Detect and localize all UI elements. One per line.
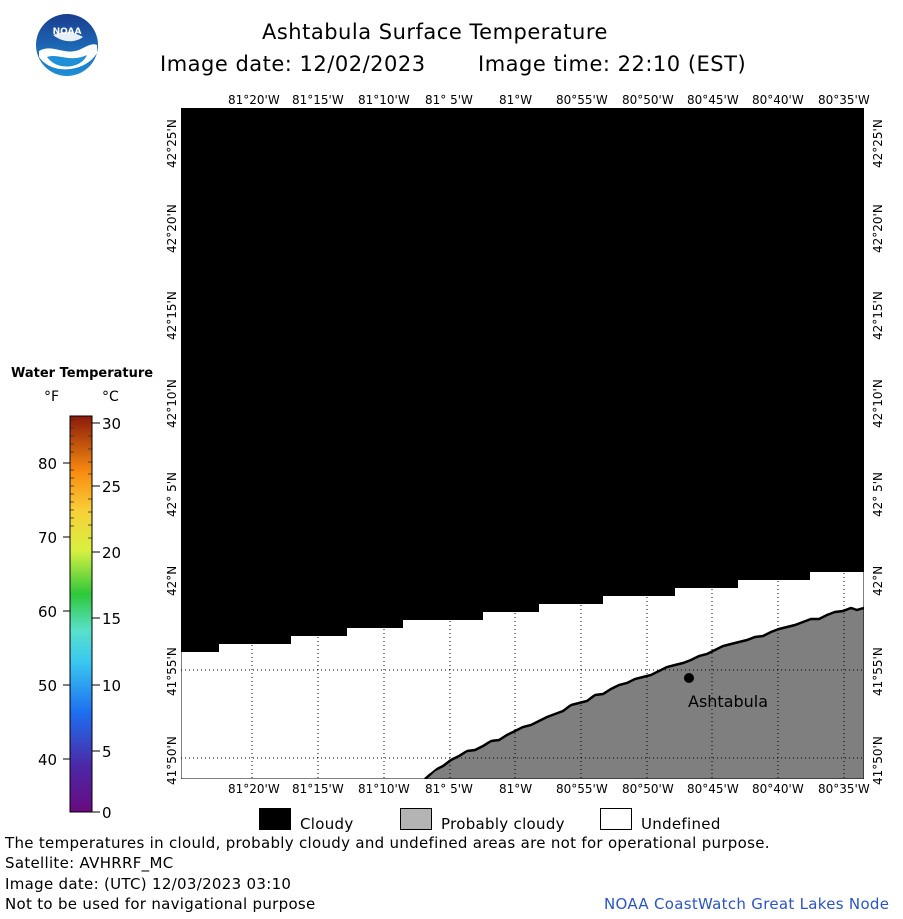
cloudy-area [181, 108, 864, 652]
c-tick: 30 [102, 415, 122, 433]
legend-label-cloudy: Cloudy [300, 815, 354, 833]
lon-tick: 80°50'W [622, 782, 674, 796]
footer-credit: NOAA CoastWatch Great Lakes Node [604, 895, 890, 913]
lat-tick: 42°10'N [165, 379, 179, 428]
lon-tick: 81°W [499, 93, 533, 107]
unit-celsius: °C [102, 389, 119, 405]
lon-tick: 81°20'W [228, 93, 280, 107]
lat-tick: 42°10'N [871, 379, 885, 428]
lat-tick: 41°50'N [871, 736, 885, 785]
legend-swatch-cloudy [259, 808, 291, 830]
image-time: Image time: 22:10 (EST) [478, 52, 747, 76]
legend-label-undefined: Undefined [641, 815, 721, 833]
lon-tick: 81°20'W [228, 782, 280, 796]
lat-tick: 41°50'N [165, 736, 179, 785]
lon-tick: 81°W [499, 782, 533, 796]
lat-tick: 42°15'N [165, 291, 179, 340]
lon-tick: 81°15'W [292, 782, 344, 796]
lat-tick: 42°25'N [871, 119, 885, 168]
lon-tick: 80°40'W [752, 782, 804, 796]
lon-tick: 80°40'W [752, 93, 804, 107]
noaa-logo: NOAA [36, 14, 98, 76]
noaa-logo-text: NOAA [53, 27, 82, 37]
map-title: Ashtabula Surface Temperature [262, 20, 608, 44]
land-area [425, 608, 864, 779]
graticule [181, 565, 864, 779]
footer-disclaimer: The temperatures in clould, probably clo… [5, 834, 770, 852]
lon-tick: 80°50'W [622, 93, 674, 107]
legend-swatch-probably-cloudy [400, 808, 432, 830]
lon-tick: 80°35'W [818, 782, 870, 796]
f-tick: 40 [38, 751, 58, 769]
c-tick: 5 [102, 743, 112, 761]
lat-tick: 42°15'N [871, 291, 885, 340]
ashtabula-label: Ashtabula [688, 692, 769, 711]
lat-tick: 41°55'N [871, 647, 885, 696]
lon-tick: 81°10'W [358, 782, 410, 796]
footer-satellite: Satellite: AVHRRF_MC [5, 854, 174, 872]
colorbar [63, 415, 100, 813]
lat-tick: 42°25'N [165, 119, 179, 168]
lon-tick: 80°55'W [556, 93, 608, 107]
lat-tick: 42°N [165, 565, 179, 596]
ashtabula-marker[interactable] [684, 673, 694, 683]
lat-tick: 42° 5'N [165, 472, 179, 517]
f-tick: 60 [38, 603, 58, 621]
map-panel [181, 108, 864, 779]
lon-tick: 81°10'W [358, 93, 410, 107]
colorbar-title: Water Temperature [11, 366, 154, 381]
f-tick: 70 [38, 529, 58, 547]
lat-tick: 42°20'N [871, 204, 885, 253]
lon-tick: 81° 5'W [425, 782, 473, 796]
lon-tick: 80°45'W [687, 782, 739, 796]
lat-tick: 42°N [871, 565, 885, 596]
footer-navigation-warning: Not to be used for navigational purpose [5, 895, 316, 913]
c-tick: 20 [102, 544, 122, 562]
footer-utc-date: Image date: (UTC) 12/03/2023 03:10 [5, 875, 292, 893]
f-tick: 80 [38, 455, 58, 473]
lon-tick: 80°35'W [818, 93, 870, 107]
lon-tick: 81° 5'W [425, 93, 473, 107]
c-tick: 10 [102, 677, 122, 695]
shoreline [424, 606, 864, 779]
lon-tick: 81°15'W [292, 93, 344, 107]
lat-tick: 42° 5'N [871, 472, 885, 517]
unit-fahrenheit: °F [44, 389, 60, 405]
lon-tick: 80°55'W [556, 782, 608, 796]
legend-label-probably-cloudy: Probably cloudy [441, 815, 565, 833]
lat-tick: 42°20'N [165, 204, 179, 253]
c-tick: 25 [102, 478, 122, 496]
legend-swatch-undefined [600, 808, 632, 830]
c-tick: 15 [102, 610, 122, 628]
f-tick: 50 [38, 677, 58, 695]
lat-tick: 41°55'N [165, 647, 179, 696]
image-date: Image date: 12/02/2023 [160, 52, 426, 76]
c-tick: 0 [102, 804, 112, 822]
lon-tick: 80°45'W [687, 93, 739, 107]
